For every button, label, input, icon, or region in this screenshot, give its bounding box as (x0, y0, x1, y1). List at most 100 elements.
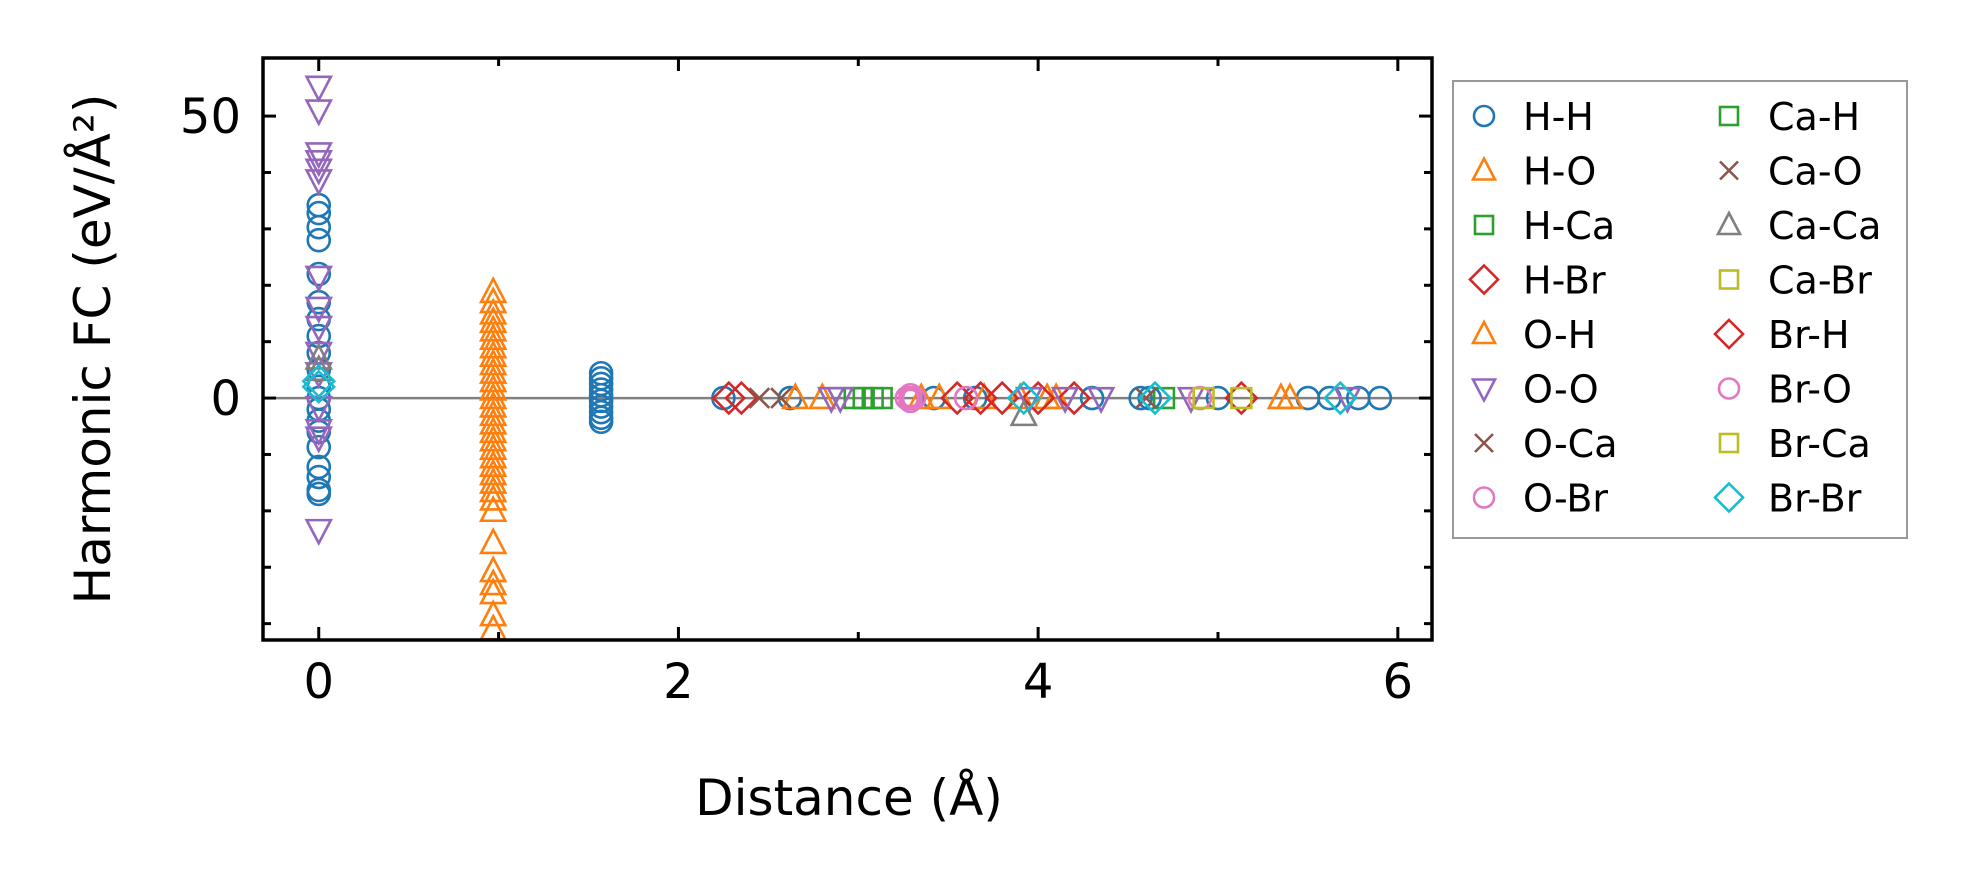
legend-item: Ca-Br (1718, 259, 1872, 303)
legend-marker-icon (1718, 432, 1740, 454)
x-axis-label: Distance (Å) (695, 769, 1003, 827)
data-point (870, 386, 893, 410)
plot-frame (261, 56, 1434, 642)
legend-marker-icon (1719, 160, 1739, 181)
data-point (1323, 380, 1358, 416)
data-point (478, 286, 508, 314)
legend-marker-icon (1470, 378, 1498, 404)
data-point (1137, 380, 1173, 416)
legend-marker-icon (1470, 319, 1498, 345)
series-h-ca (843, 386, 893, 410)
data-point (588, 399, 614, 425)
data-point (1128, 385, 1153, 411)
data-point (306, 261, 332, 287)
data-point (478, 494, 508, 523)
data-point (304, 75, 334, 103)
legend-label: Br-H (1768, 313, 1850, 357)
legend-marker-icon (1472, 486, 1496, 509)
legend-marker-icon (1474, 433, 1494, 453)
data-point (478, 568, 508, 596)
legend-item: O-H (1470, 313, 1596, 357)
data-point (1135, 387, 1157, 409)
legend-item: O-Ca (1474, 422, 1618, 466)
data-point (478, 599, 508, 627)
data-point (306, 200, 332, 226)
data-point (1020, 380, 1056, 416)
data-point (1009, 398, 1038, 427)
data-point (1230, 386, 1253, 410)
data-point (1192, 386, 1215, 410)
data-point (304, 353, 334, 382)
data-point (478, 475, 508, 503)
data-point (1056, 380, 1092, 416)
data-point (306, 464, 332, 490)
data-point (748, 387, 771, 409)
y-axis-label: Harmonic FC (eV/Å²) (64, 94, 122, 605)
x-tick-label: 4 (1023, 654, 1054, 710)
series-ca-o (1135, 387, 1157, 409)
axes: 0 2 4 6 0 50 (180, 56, 1434, 710)
data-point (826, 386, 855, 415)
legend-item: O-O (1470, 368, 1599, 412)
legend-item: Br-Ca (1718, 422, 1871, 466)
legend-label: H-Ca (1523, 204, 1615, 248)
data-point (901, 385, 927, 411)
data-point (304, 342, 334, 370)
series-o-ca (748, 387, 792, 409)
legend-marker-icon (1472, 104, 1496, 128)
series-br-ca (1230, 386, 1253, 410)
series-ca-h (1152, 386, 1176, 410)
data-point (304, 518, 334, 547)
data-point (898, 388, 923, 414)
series-h-h (306, 192, 1393, 507)
legend-item: Ca-H (1718, 95, 1860, 139)
data-point (304, 99, 334, 127)
x-tick-label: 0 (303, 654, 334, 710)
legend-label: H-H (1523, 95, 1594, 139)
legend-marker-icon (1713, 318, 1745, 350)
data-point (808, 382, 837, 410)
legend-label: O-Br (1523, 477, 1608, 521)
data-point (1367, 385, 1393, 411)
data-point (770, 387, 792, 409)
legend-item: H-Br (1468, 259, 1606, 303)
legend: H-H H-O H-Ca H-Br O-H O-O O-Ca O-Br Ca-H Ca-O Ca-C… (1452, 80, 1908, 539)
data-point (1006, 380, 1041, 416)
legend-label: Br-O (1768, 368, 1852, 412)
series-ca-br (1192, 386, 1215, 410)
legend-item: Br-Br (1713, 477, 1862, 521)
data-point (304, 362, 334, 390)
data-point (711, 380, 747, 416)
data-point (304, 426, 334, 454)
data-point (898, 382, 923, 408)
data-point (301, 369, 336, 405)
y-tick-label: 0 (210, 371, 241, 427)
legend-label: Ca-Ca (1768, 204, 1881, 248)
legend-label: Ca-H (1768, 95, 1860, 139)
series-o-h (478, 276, 508, 641)
data-point (953, 385, 979, 411)
data-point (724, 380, 759, 416)
data-point (478, 466, 508, 494)
legend-label: Br-Ca (1768, 422, 1871, 466)
legend-label: Ca-O (1768, 150, 1863, 194)
data-point (306, 214, 332, 240)
data-point (1086, 386, 1116, 415)
data-point (304, 169, 334, 197)
data-point (1050, 386, 1080, 415)
legend-label: O-O (1523, 368, 1599, 412)
series-o-o (304, 75, 1362, 547)
legend-item: Br-H (1713, 313, 1850, 357)
data-point (304, 315, 334, 344)
legend-marker-icon (1713, 481, 1745, 514)
legend-item: H-O (1470, 150, 1596, 194)
legend-marker-icon (1473, 214, 1495, 236)
data-point (939, 380, 975, 416)
data-point (1205, 385, 1231, 411)
data-point (478, 483, 508, 511)
data-point (588, 409, 614, 435)
data-point (1275, 382, 1305, 410)
data-point (306, 434, 332, 460)
legend-item: O-Br (1472, 477, 1608, 521)
x-tick-label: 6 (1383, 654, 1414, 710)
